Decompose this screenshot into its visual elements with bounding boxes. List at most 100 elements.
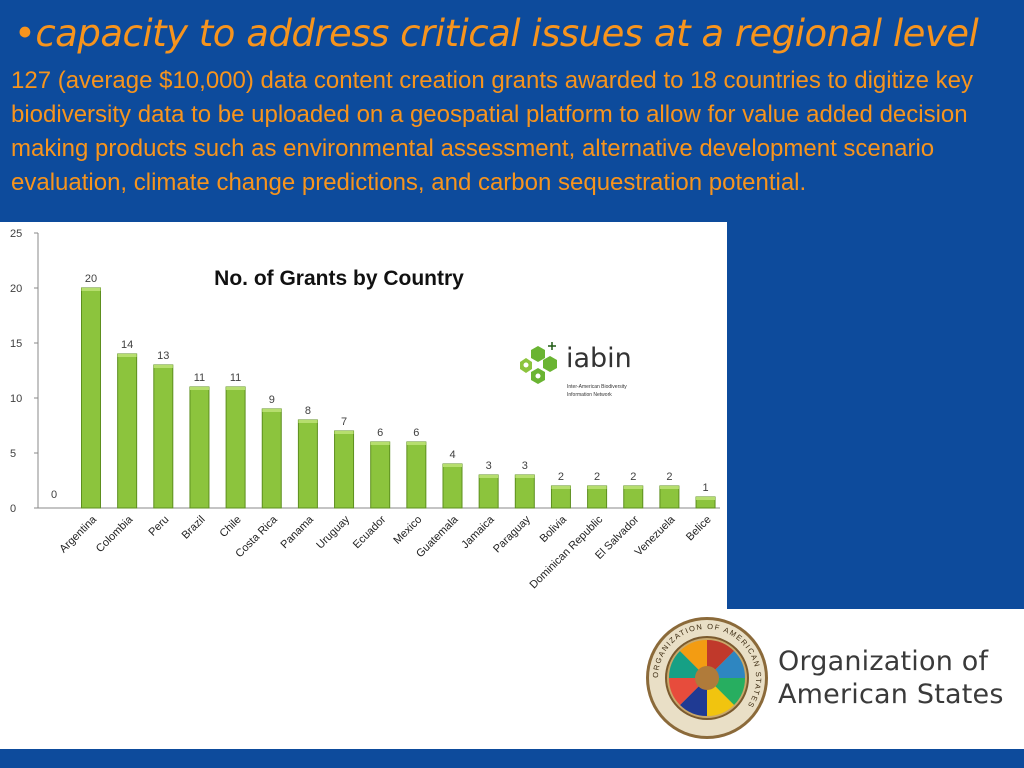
data-labels: 20 14 13 11 11 9 8 7 6 6 4 3 3 2 2 2 2 1: [85, 273, 709, 494]
grants-bar-chart: 0 5 10 15 20 25 20 14 13 11 11 9 8 7 6 6 4 3 3 2 2 2 2 1 Argen…: [10, 228, 720, 591]
bar: [442, 463, 463, 509]
iabin-emblem-icon: [520, 342, 557, 384]
heading-text: capacity to address critical issues at a…: [35, 12, 979, 55]
data-label: 4: [449, 449, 455, 461]
bar: [261, 408, 282, 509]
iabin-wordmark: iabin: [566, 343, 632, 374]
bar: [334, 430, 355, 509]
data-label: 3: [522, 460, 528, 472]
bar-body: [442, 463, 463, 509]
data-label: 8: [305, 405, 311, 417]
data-label: 2: [630, 471, 636, 483]
x-tick-label: Venezuela: [633, 513, 678, 558]
bar-body: [623, 485, 644, 509]
bar: [587, 485, 608, 509]
bar-top-highlight: [659, 486, 679, 489]
bar-body: [659, 485, 680, 509]
data-label: 6: [377, 427, 383, 439]
bar-top-highlight: [623, 486, 643, 489]
bar-top-highlight: [189, 387, 209, 390]
bar: [81, 287, 101, 509]
data-label: 7: [341, 416, 347, 428]
x-tick-label: Colombia: [94, 513, 136, 555]
bar-body: [406, 441, 427, 509]
bar: [514, 474, 535, 509]
x-tick-label: Brazil: [180, 514, 208, 542]
oas-seal-icon: ORGANIZATION OF AMERICAN STATES: [646, 617, 768, 739]
chart-title: No. of Grants by Country: [214, 267, 464, 290]
bar: [695, 496, 716, 509]
y-tick-label: 20: [10, 283, 22, 295]
bar-top-highlight: [334, 431, 354, 434]
x-tick-label: Peru: [146, 514, 171, 539]
bar-body: [514, 474, 535, 509]
x-tick-label: Ecuador: [351, 513, 389, 551]
bar-top-highlight: [117, 354, 137, 357]
bar-body: [189, 386, 210, 509]
bar: [153, 364, 174, 509]
footer-band: [0, 609, 1024, 749]
bar-body: [81, 287, 101, 509]
x-tick-label: Paraguay: [491, 513, 533, 555]
bar: [189, 386, 210, 509]
organization-name: Organization of American States: [778, 645, 1004, 711]
bar-top-highlight: [443, 464, 462, 467]
bar-body: [117, 353, 138, 509]
x-tick-label: Chile: [218, 514, 244, 540]
iabin-subtitle-2: Information Network: [567, 392, 612, 398]
bar-body: [153, 364, 174, 509]
data-label: 6: [413, 427, 419, 439]
data-label: 20: [85, 273, 97, 285]
slide-heading: •capacity to address critical issues at …: [14, 10, 1014, 58]
bar-body: [297, 419, 318, 509]
bar: [623, 485, 644, 509]
data-label: 1: [702, 482, 708, 494]
y-tick-label: 15: [10, 338, 22, 350]
bar-top-highlight: [587, 486, 607, 489]
bar-body: [478, 474, 499, 509]
bar-body: [261, 408, 282, 509]
bar: [370, 441, 391, 509]
bar: [659, 485, 680, 509]
data-label: 2: [594, 471, 600, 483]
x-tick-label: Argentina: [57, 513, 99, 555]
bar-body: [550, 485, 571, 509]
slide-body-text: 127 (average $10,000) data content creat…: [11, 67, 973, 196]
x-tick-label: Panama: [279, 513, 317, 551]
bar-top-highlight: [298, 420, 318, 423]
y-tick-label: 0: [10, 503, 16, 515]
bar-series: [81, 287, 716, 509]
bar-top-highlight: [81, 288, 101, 291]
bar: [478, 474, 499, 509]
data-label: 11: [194, 372, 205, 384]
org-name-line-1: Organization of: [778, 646, 989, 677]
bullet-icon: •: [14, 12, 36, 55]
iabin-logo: iabin Inter-American Biodiversity Inform…: [520, 342, 632, 398]
x-tick-label: Uruguay: [314, 513, 352, 551]
bar-body: [225, 386, 246, 509]
bar-top-highlight: [226, 387, 246, 390]
bar: [225, 386, 246, 509]
bar-top-highlight: [515, 475, 535, 478]
bar-top-highlight: [262, 409, 282, 412]
data-label: 2: [666, 471, 672, 483]
bar-top-highlight: [479, 475, 499, 478]
data-label-zero: 0: [51, 489, 57, 501]
y-tick-label: 10: [10, 393, 22, 405]
chart-panel: 0 5 10 15 20 25 20 14 13 11 11 9 8 7 6 6 4 3 3 2 2 2 2 1 Argen…: [0, 222, 727, 611]
y-tick-label: 25: [10, 228, 22, 240]
bar-top-highlight: [551, 486, 571, 489]
x-tick-label: Mexico: [391, 514, 424, 547]
bar-top-highlight: [153, 365, 173, 368]
x-tick-label: Bolivia: [538, 513, 570, 545]
data-label: 3: [486, 460, 492, 472]
bar-top-highlight: [406, 442, 426, 445]
bar-body: [370, 441, 391, 509]
org-name-line-2: American States: [778, 679, 1004, 710]
bar: [550, 485, 571, 509]
bottom-strip: [0, 749, 1024, 768]
bar-top-highlight: [370, 442, 390, 445]
bar-body: [587, 485, 608, 509]
data-label: 2: [558, 471, 564, 483]
